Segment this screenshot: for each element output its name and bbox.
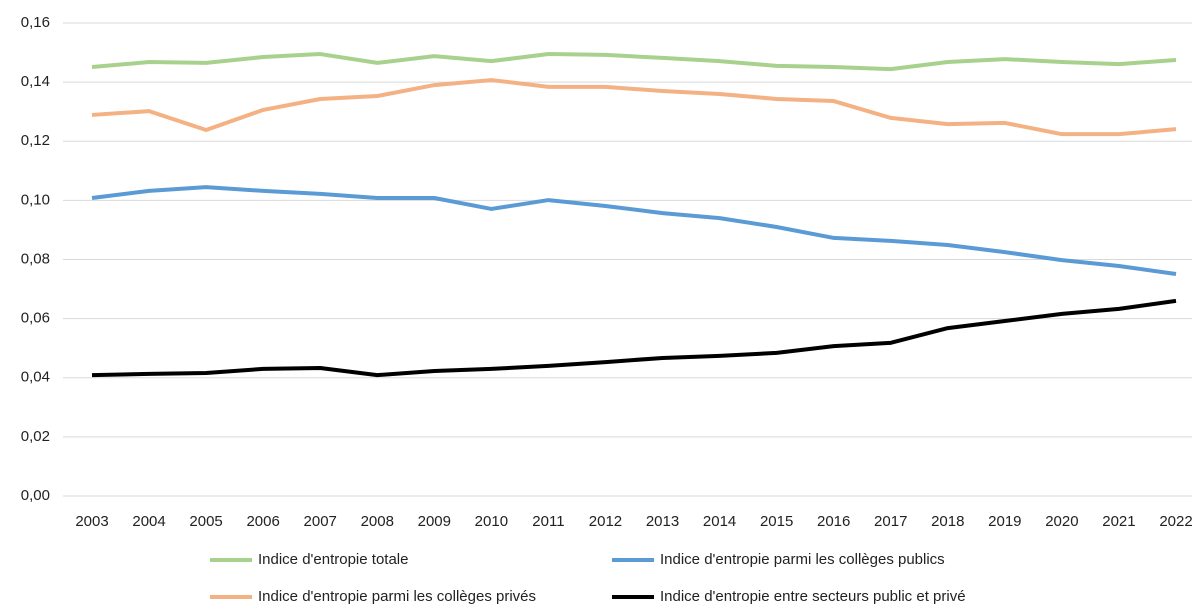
y-tick-label: 0,04 xyxy=(21,369,50,386)
series-line xyxy=(91,78,1177,137)
series-line xyxy=(91,185,1177,276)
x-tick-label: 2010 xyxy=(475,513,508,530)
x-tick-label: 2019 xyxy=(988,513,1021,530)
x-tick-label: 2015 xyxy=(760,513,793,530)
y-tick-label: 0,06 xyxy=(21,310,50,327)
series-line xyxy=(91,52,1177,72)
legend-label: Indice d'entropie totale xyxy=(258,551,408,568)
x-tick-label: 2022 xyxy=(1159,513,1192,530)
x-tick-label: 2005 xyxy=(189,513,222,530)
x-tick-label: 2006 xyxy=(246,513,279,530)
x-tick-label: 2004 xyxy=(132,513,165,530)
y-tick-label: 0,08 xyxy=(21,250,50,267)
x-tick-label: 2013 xyxy=(646,513,679,530)
y-tick-label: 0,14 xyxy=(21,73,50,90)
y-tick-label: 0,00 xyxy=(21,487,50,504)
x-tick-label: 2014 xyxy=(703,513,736,530)
x-tick-label: 2012 xyxy=(589,513,622,530)
legend-label: Indice d'entropie parmi les collèges pri… xyxy=(258,588,536,605)
y-tick-label: 0,10 xyxy=(21,191,50,208)
x-tick-label: 2007 xyxy=(304,513,337,530)
y-tick-label: 0,12 xyxy=(21,132,50,149)
x-tick-label: 2008 xyxy=(361,513,394,530)
y-tick-label: 0,02 xyxy=(21,428,50,445)
series-line xyxy=(91,298,1177,378)
x-tick-label: 2016 xyxy=(817,513,850,530)
x-tick-label: 2020 xyxy=(1045,513,1078,530)
x-tick-label: 2011 xyxy=(532,513,564,530)
x-tick-label: 2018 xyxy=(931,513,964,530)
legend-label: Indice d'entropie parmi les collèges pub… xyxy=(660,551,945,568)
y-tick-label: 0,16 xyxy=(21,14,50,31)
x-tick-label: 2021 xyxy=(1102,513,1135,530)
x-tick-label: 2003 xyxy=(75,513,108,530)
x-tick-label: 2009 xyxy=(418,513,451,530)
legend-label: Indice d'entropie entre secteurs public … xyxy=(660,588,966,605)
x-tick-label: 2017 xyxy=(874,513,907,530)
